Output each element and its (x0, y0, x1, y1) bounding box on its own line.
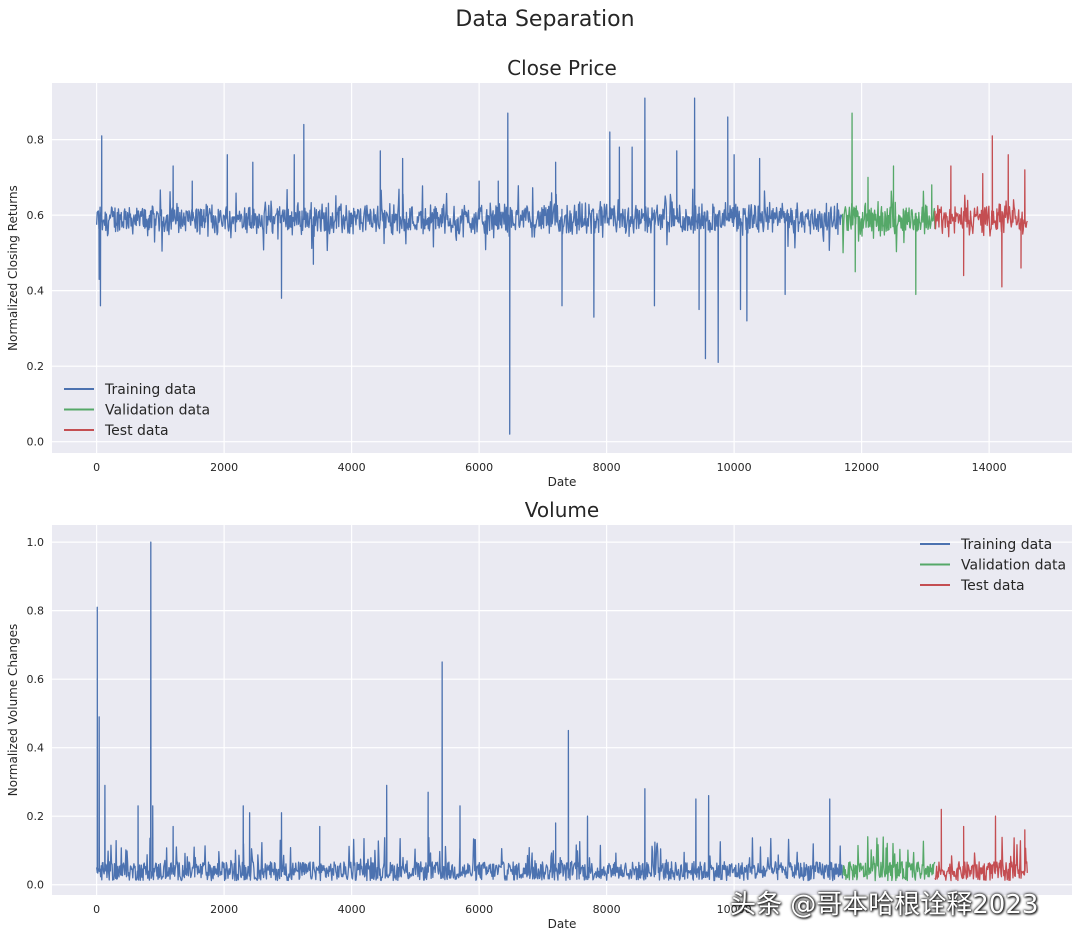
legend-label: Test data (104, 423, 169, 439)
x-tick-label: 2000 (210, 903, 238, 916)
x-tick-label: 6000 (465, 461, 493, 474)
x-tick-label: 10000 (717, 461, 752, 474)
volume-panel: 0 2000 4000 6000 8000 10000 0.0 0.2 0.4 0.6 0.8 1.0… (6, 498, 1072, 931)
legend-label: Validation data (961, 558, 1066, 574)
x-tick-label: 8000 (593, 903, 621, 916)
x-tick-label: 0 (93, 903, 100, 916)
watermark: 头条 @哥本哈根诠释2023 (730, 890, 1039, 920)
y-tick-label: 0.0 (27, 436, 45, 449)
legend-label: Validation data (105, 403, 210, 419)
x-tick-label: 14000 (972, 461, 1007, 474)
legend-label: Training data (104, 382, 196, 398)
y-tick-label: 0.4 (27, 742, 45, 755)
y-tick-label: 0.8 (27, 134, 45, 147)
chart-title: Volume (525, 498, 599, 522)
series-line-training-data (95, 97, 844, 435)
x-tick-label: 6000 (465, 903, 493, 916)
chart-title: Close Price (507, 56, 617, 80)
y-tick-label: 0.0 (27, 879, 45, 892)
y-tick-label: 1.0 (27, 536, 45, 549)
close-price-panel: 0 2000 4000 6000 8000 10000 12000 14000 0.0 0.2 0.… (6, 56, 1072, 489)
x-tick-label: 4000 (338, 461, 366, 474)
y-axis-label: Normalized Closing Returns (6, 185, 20, 351)
legend-label: Test data (960, 578, 1025, 594)
x-tick-label: 8000 (593, 461, 621, 474)
y-tick-label: 0.6 (27, 209, 45, 222)
x-tick-label: 4000 (338, 903, 366, 916)
y-tick-label: 0.6 (27, 673, 45, 686)
series-line-training-data (95, 541, 844, 882)
x-tick-label: 0 (93, 461, 100, 474)
x-axis-label: Date (548, 475, 577, 489)
y-tick-label: 0.2 (27, 360, 45, 373)
x-tick-label: 2000 (210, 461, 238, 474)
series-line-validation-data (842, 836, 936, 882)
x-axis-label: Date (548, 917, 577, 931)
y-tick-label: 0.8 (27, 605, 45, 618)
series-line-validation-data (841, 112, 936, 296)
series-line-test-data (934, 135, 1028, 288)
y-tick-label: 0.4 (27, 285, 45, 298)
legend-label: Training data (960, 537, 1052, 553)
series-line-test-data (934, 808, 1028, 882)
x-tick-label: 12000 (844, 461, 879, 474)
x-tick-label: 10000 (717, 903, 752, 916)
figure-title: Data Separation (455, 7, 634, 32)
plot-area (52, 525, 1072, 895)
y-axis-label: Normalized Volume Changes (6, 624, 20, 797)
y-tick-label: 0.2 (27, 810, 45, 823)
